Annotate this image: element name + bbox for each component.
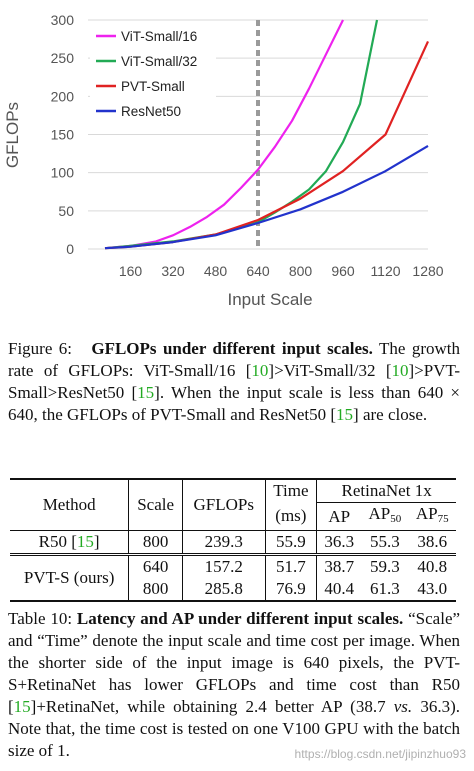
table-10-caption: Table 10: Latency and AP under different… — [8, 609, 461, 760]
citation-link[interactable]: 15 — [13, 697, 31, 716]
y-tick-label: 300 — [51, 12, 75, 28]
citation-link[interactable]: 15 — [76, 532, 94, 551]
caption-title: Latency and AP under different input sca… — [76, 609, 404, 628]
gflops-line-chart: 0 50 100 150 200 250 300 160 320 480 640 800 960 1120… — [3, 12, 444, 309]
citation-link[interactable]: 10 — [391, 361, 409, 380]
series-line — [104, 144, 429, 250]
x-tick-label: 800 — [289, 263, 313, 279]
watermark: https://blog.csdn.net/jipinzhuo93 — [294, 747, 466, 761]
header-ap50: AP50 — [361, 502, 409, 531]
header-ap75: AP75 — [408, 502, 456, 531]
x-axis-label: Input Scale — [227, 290, 312, 309]
table-row: 800 285.8 76.9 40.4 61.3 43.0 — [10, 578, 456, 601]
header-time-unit: (ms) — [265, 502, 318, 531]
x-tick-label: 480 — [204, 263, 228, 279]
citation-link[interactable]: 15 — [137, 383, 155, 402]
citation-link[interactable]: 10 — [251, 361, 269, 380]
header-gflops: GFLOPs — [182, 479, 266, 531]
header-retinanet: RetinaNet 1x — [316, 479, 456, 503]
y-axis-label: GFLOPs — [3, 102, 22, 168]
cell-method: R50 [15] — [10, 530, 130, 555]
caption-label: Table 10: — [8, 609, 73, 628]
x-tick-label: 960 — [331, 263, 355, 279]
legend-label: PVT-Small — [121, 79, 185, 94]
y-tick-label: 50 — [58, 203, 74, 219]
citation-link[interactable]: 15 — [336, 405, 354, 424]
legend-label: ResNet50 — [121, 104, 181, 119]
x-tick-label: 160 — [119, 263, 143, 279]
x-tick-label: 640 — [246, 263, 270, 279]
legend-label: ViT-Small/16 — [121, 29, 197, 44]
y-tick-label: 250 — [51, 50, 75, 66]
series-lines — [104, 19, 430, 250]
y-tick-label: 100 — [51, 165, 75, 181]
x-tick-label: 1280 — [412, 263, 443, 279]
figure-6-caption: Figure 6: GFLOPs under different input s… — [8, 339, 461, 424]
table-10: Method Scale GFLOPs Time RetinaNet 1x (m… — [10, 478, 456, 602]
legend: ViT-Small/16 ViT-Small/32 PVT-Small ResNet5… — [96, 29, 197, 119]
y-tick-label: 150 — [51, 127, 75, 143]
table-row: PVT-S (ours) 640 157.2 51.7 38.7 59.3 40… — [10, 554, 456, 602]
header-scale: Scale — [128, 479, 183, 531]
caption-title: GFLOPs under different input scales. — [91, 339, 373, 358]
series-line — [104, 19, 344, 250]
y-tick-label: 200 — [51, 88, 75, 104]
caption-label: Figure 6: — [8, 339, 73, 358]
table-row: R50 [15] 800 239.3 55.9 36.3 55.3 38.6 — [10, 530, 456, 555]
y-tick-label: 0 — [66, 241, 74, 257]
header-ap: AP — [316, 502, 362, 531]
x-tick-label: 320 — [161, 263, 185, 279]
x-tick-label: 1120 — [370, 263, 400, 279]
legend-label: ViT-Small/32 — [121, 54, 197, 69]
header-time: Time — [265, 479, 318, 503]
tick-labels: 0 50 100 150 200 250 300 160 320 480 640 800 960 1120… — [51, 12, 444, 279]
cell-method: PVT-S (ours) — [10, 554, 130, 602]
header-method: Method — [10, 479, 130, 531]
